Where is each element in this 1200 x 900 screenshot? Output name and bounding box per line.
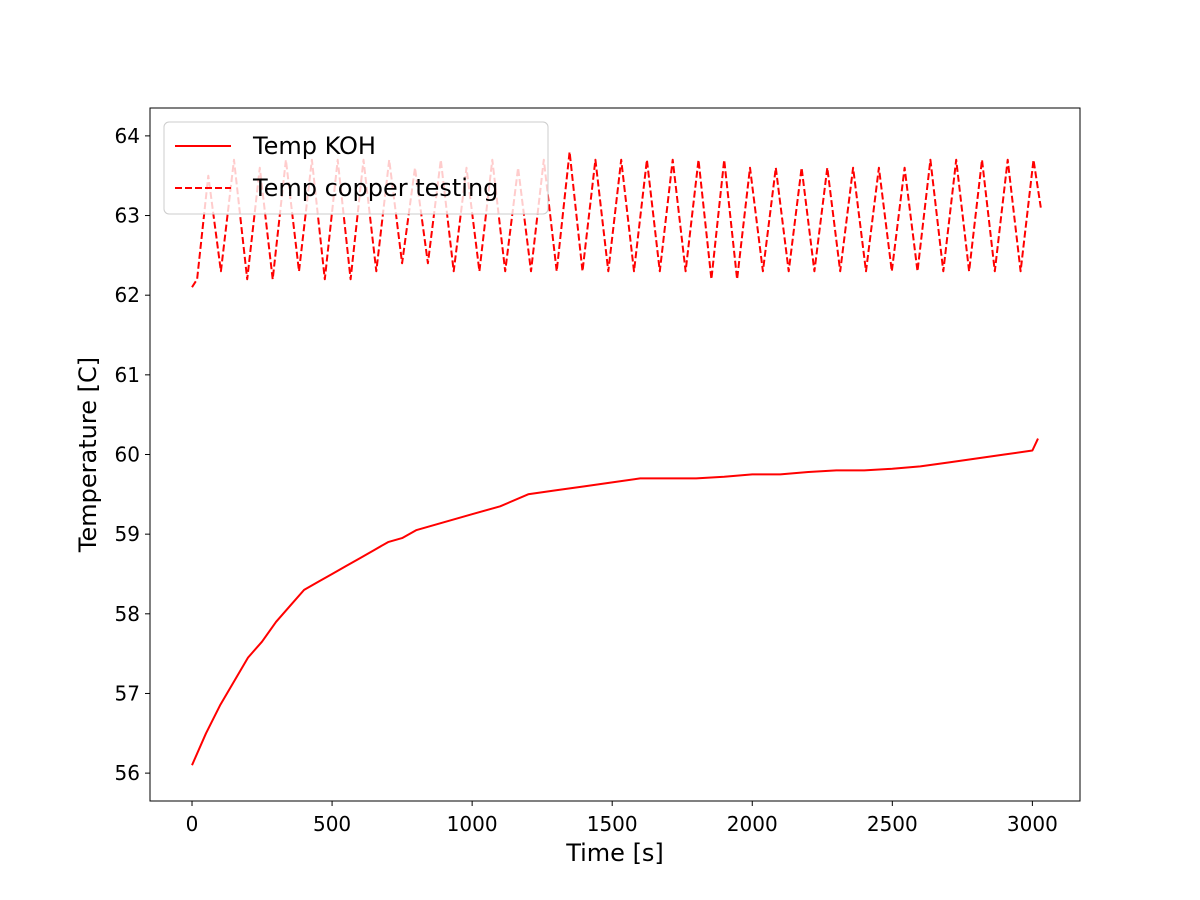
y-tick-label-63: 63	[115, 204, 140, 228]
y-tick-label-62: 62	[115, 283, 140, 307]
y-tick-label-58: 58	[115, 602, 140, 626]
series-layer	[191, 150, 1042, 766]
x-tick-label-1000: 1000	[447, 812, 498, 836]
legend-box	[163, 121, 549, 215]
x-tick-label-3000: 3000	[1007, 812, 1058, 836]
y-axis-label: Temperature [C]	[74, 357, 102, 553]
ticks-layer: 0 500 1000 1500 2000 2500 3000 56 57 58 59 60 61 62 63…	[115, 124, 1058, 836]
series-line-1	[191, 150, 1042, 288]
y-tick-label-56: 56	[115, 761, 140, 785]
x-tick-label-2500: 2500	[867, 812, 918, 836]
x-tick-label-1500: 1500	[587, 812, 638, 836]
legend: Temp KOH Temp copper testing	[163, 121, 549, 215]
series-line-0	[191, 438, 1039, 766]
y-tick-label-61: 61	[115, 363, 140, 387]
y-tick-label-60: 60	[115, 443, 140, 467]
x-axis-label: Time [s]	[565, 839, 664, 867]
plot-frame	[149, 107, 1081, 802]
x-tick-label-500: 500	[313, 812, 351, 836]
y-tick-label-57: 57	[115, 681, 140, 705]
legend-label-koh: Temp KOH	[252, 132, 376, 160]
y-tick-label-64: 64	[115, 124, 140, 148]
legend-label-copper: Temp copper testing	[252, 174, 498, 202]
y-tick-label-59: 59	[115, 522, 140, 546]
x-tick-label-2000: 2000	[727, 812, 778, 836]
x-tick-label-0: 0	[186, 812, 199, 836]
